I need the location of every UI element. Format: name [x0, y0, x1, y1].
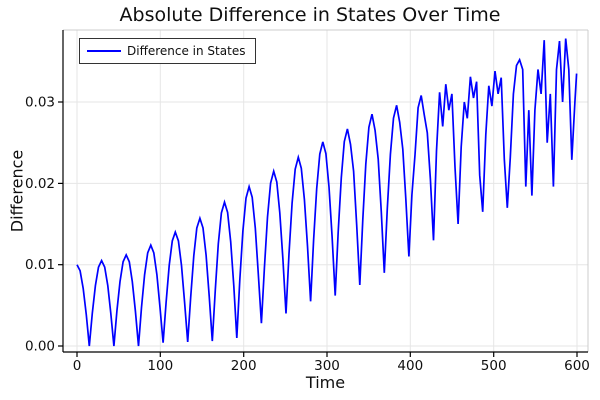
x-tick-label: 0 — [73, 358, 82, 374]
x-tick-label: 100 — [147, 358, 173, 374]
legend-label: Difference in States — [127, 44, 246, 58]
x-tick-label: 600 — [564, 358, 590, 374]
y-tick-label: 0.03 — [25, 95, 55, 111]
y-tick-label: 0.02 — [25, 176, 55, 192]
x-axis-label: Time — [305, 373, 346, 392]
x-tick-label: 400 — [397, 358, 423, 374]
x-tick-label: 200 — [231, 358, 257, 374]
y-tick-label: 0.00 — [25, 339, 55, 355]
chart-title: Absolute Difference in States Over Time — [119, 4, 501, 26]
x-tick-label: 300 — [314, 358, 340, 374]
x-tick-label: 500 — [481, 358, 507, 374]
y-tick-label: 0.01 — [25, 257, 55, 273]
legend-line-sample-icon — [87, 50, 121, 52]
legend: Difference in States — [79, 38, 257, 64]
difference-line — [76, 38, 578, 347]
